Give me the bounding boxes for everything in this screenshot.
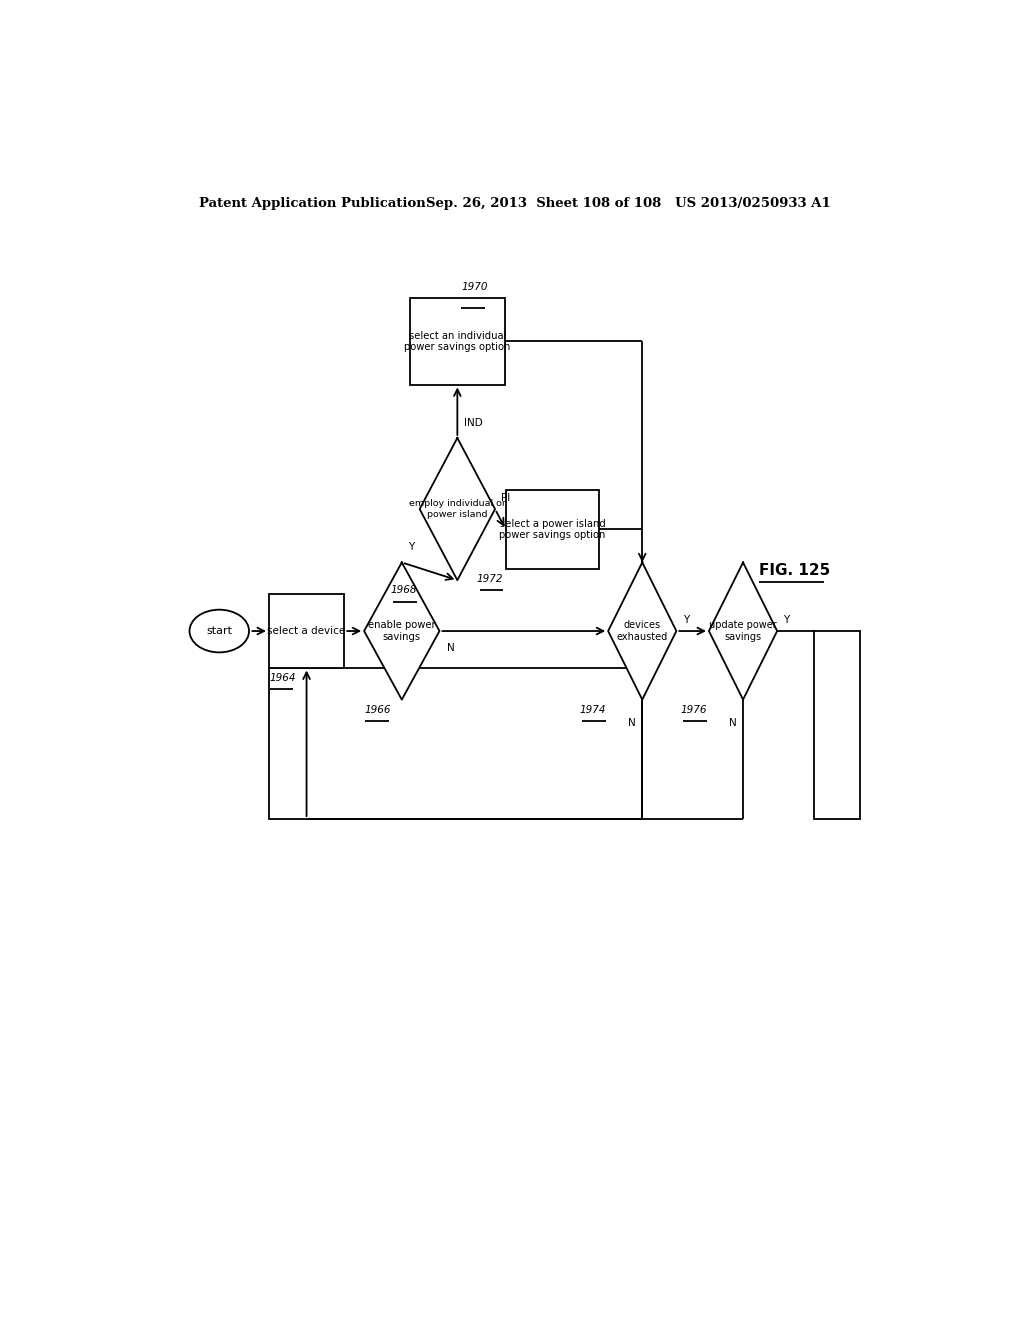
Text: 1968: 1968 xyxy=(391,585,417,595)
Bar xyxy=(269,594,344,668)
Text: employ individual or
power island: employ individual or power island xyxy=(409,499,506,519)
Polygon shape xyxy=(420,438,495,581)
Polygon shape xyxy=(365,562,439,700)
Ellipse shape xyxy=(189,610,249,652)
Text: update power
savings: update power savings xyxy=(710,620,777,642)
Bar xyxy=(814,631,860,818)
Polygon shape xyxy=(709,562,777,700)
Text: Y: Y xyxy=(409,543,415,552)
Text: N: N xyxy=(447,643,456,653)
Text: select a power island
power savings option: select a power island power savings opti… xyxy=(500,519,606,540)
Text: 1970: 1970 xyxy=(461,282,487,292)
Bar xyxy=(506,490,599,569)
Text: N: N xyxy=(729,718,736,727)
Text: 1976: 1976 xyxy=(680,705,707,714)
Text: N: N xyxy=(628,718,636,727)
Text: 1964: 1964 xyxy=(269,673,296,682)
Text: PI: PI xyxy=(501,492,510,503)
Bar xyxy=(410,298,505,384)
Text: enable power
savings: enable power savings xyxy=(368,620,435,642)
Text: 1972: 1972 xyxy=(477,574,504,585)
Text: 1966: 1966 xyxy=(365,705,391,714)
Text: Y: Y xyxy=(783,615,790,624)
Text: start: start xyxy=(206,626,232,636)
Text: select an individual
power savings option: select an individual power savings optio… xyxy=(404,330,511,352)
Text: 1974: 1974 xyxy=(580,705,606,714)
Text: Patent Application Publication: Patent Application Publication xyxy=(200,197,426,210)
Text: devices
exhausted: devices exhausted xyxy=(616,620,668,642)
Text: IND: IND xyxy=(464,417,482,428)
Text: Sep. 26, 2013  Sheet 108 of 108   US 2013/0250933 A1: Sep. 26, 2013 Sheet 108 of 108 US 2013/0… xyxy=(426,197,830,210)
Bar xyxy=(269,668,642,818)
Text: FIG. 125: FIG. 125 xyxy=(759,562,830,578)
Text: select a device: select a device xyxy=(267,626,346,636)
Polygon shape xyxy=(608,562,677,700)
Text: Y: Y xyxy=(683,615,689,624)
